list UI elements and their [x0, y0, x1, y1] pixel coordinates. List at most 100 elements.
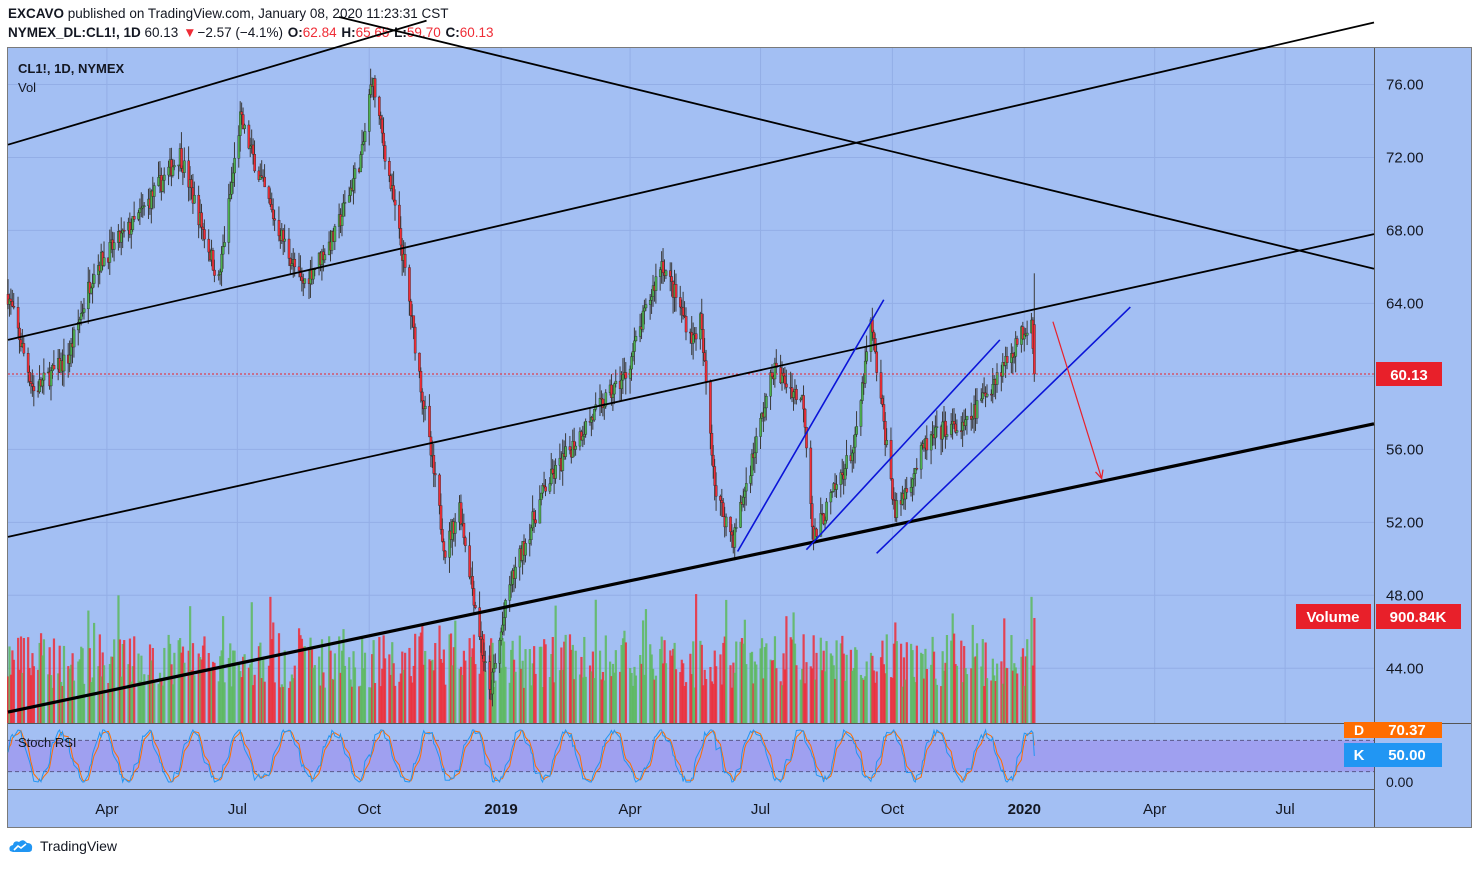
candle-body: [710, 433, 714, 456]
volume-bar: [631, 685, 635, 723]
candle-body: [454, 521, 457, 534]
volume-bar: [702, 685, 705, 723]
volume-bar: [322, 672, 325, 723]
volume-bar: [551, 637, 554, 723]
candle-body: [980, 398, 983, 401]
volume-bar: [598, 650, 602, 723]
volume-bar: [87, 610, 90, 723]
volume-bar: [700, 644, 703, 723]
volume-bar: [514, 671, 517, 723]
volume-bar: [841, 635, 844, 723]
candle-body: [218, 271, 222, 275]
volume-bar: [80, 646, 83, 723]
candle-body: [42, 372, 46, 381]
candle-body: [362, 141, 365, 145]
volume-bar: [9, 674, 13, 723]
time-axis-bg[interactable]: [8, 789, 1374, 827]
volume-bar: [722, 642, 725, 723]
volume-bar: [323, 687, 326, 723]
volume-bar: [611, 663, 615, 723]
volume-bar: [67, 666, 70, 723]
candle-body: [49, 370, 53, 387]
volume-bar: [955, 665, 959, 723]
stoch-k-label: K: [1354, 747, 1365, 764]
volume-bar: [309, 637, 312, 723]
stoch-rsi-legend[interactable]: Stoch RSI: [18, 735, 77, 750]
candle-body: [1005, 356, 1009, 364]
price-badge-value: 60.13: [1390, 367, 1428, 384]
volume-bar: [90, 682, 93, 723]
volume-bar: [8, 646, 11, 723]
volume-bar: [103, 665, 106, 723]
volume-bar: [842, 653, 845, 723]
volume-bar: [854, 647, 857, 723]
volume-bar: [501, 637, 504, 723]
stoch-zero-label: 0.00: [1386, 774, 1413, 790]
volume-bar: [381, 668, 384, 723]
trendlines[interactable]: [7, 16, 1375, 714]
volume-bar: [47, 674, 50, 723]
candle-body: [861, 382, 864, 401]
volume-bar: [299, 635, 302, 723]
candle-body: [925, 438, 929, 451]
red-arrow-line: [1052, 321, 1103, 479]
volume-bar: [844, 680, 847, 723]
volume-bar: [371, 654, 374, 723]
annotations[interactable]: [1052, 321, 1104, 480]
candle-body: [995, 372, 999, 385]
candle-body: [700, 313, 704, 330]
candle-body: [32, 386, 36, 392]
candle-body: [912, 473, 916, 480]
volume-bar: [163, 647, 166, 723]
candle-body: [277, 219, 281, 237]
pane-symbol-legend[interactable]: CL1!, 1D, NYMEX: [18, 61, 125, 76]
candle-body: [16, 307, 20, 329]
candle-body: [1025, 332, 1029, 336]
candle-body: [581, 435, 585, 441]
volume-bar: [329, 650, 332, 723]
volume-bar: [257, 646, 261, 723]
volume-bar: [710, 681, 713, 723]
volume-bar: [703, 669, 706, 723]
candle-body: [459, 502, 463, 525]
volume-bar: [930, 664, 933, 723]
time-tick-label: Jul: [751, 801, 770, 818]
candle-body: [650, 296, 653, 301]
candle-body: [423, 405, 427, 410]
stoch-d-value: 70.37: [1388, 722, 1426, 739]
volume-bar: [62, 645, 66, 723]
candle-body: [744, 483, 748, 492]
volume-bar: [669, 650, 672, 723]
volume-bar: [935, 684, 939, 723]
volume-bar: [895, 641, 898, 723]
volume-bar: [143, 674, 146, 723]
time-tick-label: Jul: [1276, 801, 1295, 818]
volume-bar: [891, 677, 894, 723]
candle-body: [383, 145, 387, 162]
candle-body: [548, 483, 552, 492]
candle-body: [845, 455, 848, 469]
pane-volume-legend[interactable]: Vol: [18, 80, 36, 95]
publisher-name[interactable]: EXCAVO: [8, 6, 65, 21]
volume-bar: [783, 669, 787, 723]
volume-bar: [342, 629, 345, 723]
price-axis-bg[interactable]: [1374, 48, 1471, 827]
tradingview-footer[interactable]: TradingView: [8, 838, 117, 854]
volume-bar: [762, 678, 765, 723]
volume-bar: [785, 616, 788, 723]
volume-bar: [839, 643, 842, 723]
volume-bar: [934, 678, 937, 723]
volume-bar: [905, 642, 908, 723]
candle-body: [981, 392, 985, 400]
volume-bar: [940, 686, 943, 723]
candle-body: [378, 96, 381, 116]
volume-bar: [591, 651, 595, 723]
volume-bar: [389, 674, 392, 723]
volume-bar: [749, 652, 752, 723]
volume-bar: [990, 680, 993, 723]
volume-bar: [249, 664, 252, 723]
candle-body: [643, 307, 646, 312]
volume-bar: [925, 668, 928, 723]
tradingview-logo-icon: [9, 840, 33, 852]
